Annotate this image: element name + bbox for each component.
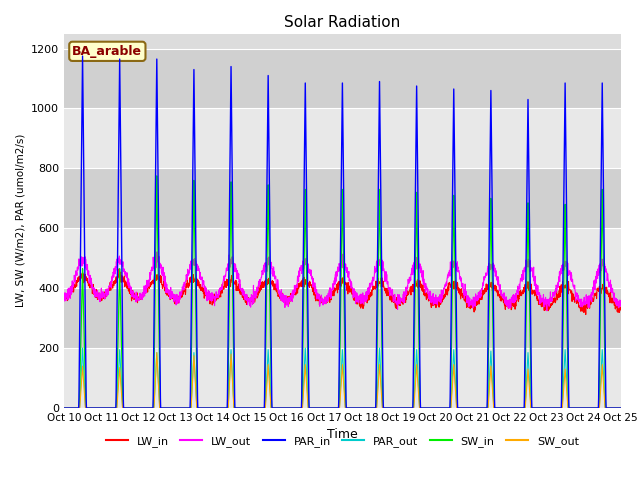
PAR_out [216, 405, 223, 411]
SW_in [153, 173, 161, 179]
SW_out [60, 405, 68, 411]
SW_out [617, 405, 625, 411]
SW_out [358, 405, 366, 411]
LW_in [582, 312, 589, 317]
Line: PAR_in: PAR_in [64, 56, 621, 408]
LW_out [216, 291, 223, 297]
SW_out [504, 405, 512, 411]
PAR_out [358, 405, 366, 411]
SW_out [153, 350, 161, 356]
LW_out [543, 308, 550, 313]
LW_out [60, 298, 68, 304]
LW_out [584, 297, 591, 303]
SW_in [216, 405, 223, 411]
LW_in [617, 306, 625, 312]
SW_out [568, 405, 575, 411]
Bar [64, 228, 621, 288]
Legend: LW_in, LW_out, PAR_in, PAR_out, SW_in, SW_out: LW_in, LW_out, PAR_in, PAR_out, SW_in, S… [102, 432, 583, 451]
PAR_in [60, 405, 68, 411]
LW_in [584, 301, 591, 307]
Text: BA_arable: BA_arable [72, 45, 142, 58]
PAR_out [79, 345, 86, 351]
SW_in [371, 405, 378, 411]
LW_out [504, 301, 512, 307]
SW_in [617, 405, 625, 411]
Line: LW_out: LW_out [64, 252, 621, 311]
LW_in [358, 298, 366, 303]
LW_in [371, 284, 378, 289]
PAR_out [371, 405, 378, 411]
LW_in [216, 288, 223, 294]
PAR_out [568, 405, 575, 411]
Line: LW_in: LW_in [64, 269, 621, 314]
PAR_out [504, 405, 512, 411]
SW_in [568, 405, 575, 411]
PAR_in [504, 405, 512, 411]
PAR_in [79, 53, 86, 59]
PAR_in [216, 405, 223, 411]
Line: SW_out: SW_out [64, 353, 621, 408]
LW_out [358, 294, 366, 300]
LW_out [568, 278, 575, 284]
Bar [64, 348, 621, 408]
SW_in [60, 405, 68, 411]
Title: Solar Radiation: Solar Radiation [284, 15, 401, 30]
Bar [64, 108, 621, 168]
PAR_out [583, 405, 591, 411]
LW_out [153, 249, 161, 255]
PAR_out [60, 405, 68, 411]
SW_in [583, 405, 591, 411]
Y-axis label: LW, SW (W/m2), PAR (umol/m2/s): LW, SW (W/m2), PAR (umol/m2/s) [15, 134, 26, 308]
SW_out [583, 405, 591, 411]
SW_out [216, 405, 223, 411]
LW_out [617, 302, 625, 308]
Bar [64, 48, 621, 108]
SW_in [504, 405, 512, 411]
PAR_in [371, 405, 378, 411]
Line: SW_in: SW_in [64, 176, 621, 408]
X-axis label: Time: Time [327, 429, 358, 442]
LW_in [568, 288, 575, 294]
LW_in [504, 301, 512, 307]
PAR_in [358, 405, 366, 411]
Line: PAR_out: PAR_out [64, 348, 621, 408]
SW_out [371, 405, 378, 411]
LW_out [371, 264, 378, 269]
PAR_in [617, 405, 625, 411]
LW_in [60, 294, 68, 300]
PAR_in [568, 405, 575, 411]
Bar [64, 168, 621, 228]
Bar [64, 288, 621, 348]
PAR_out [617, 405, 625, 411]
LW_in [114, 266, 122, 272]
SW_in [358, 405, 366, 411]
PAR_in [583, 405, 591, 411]
